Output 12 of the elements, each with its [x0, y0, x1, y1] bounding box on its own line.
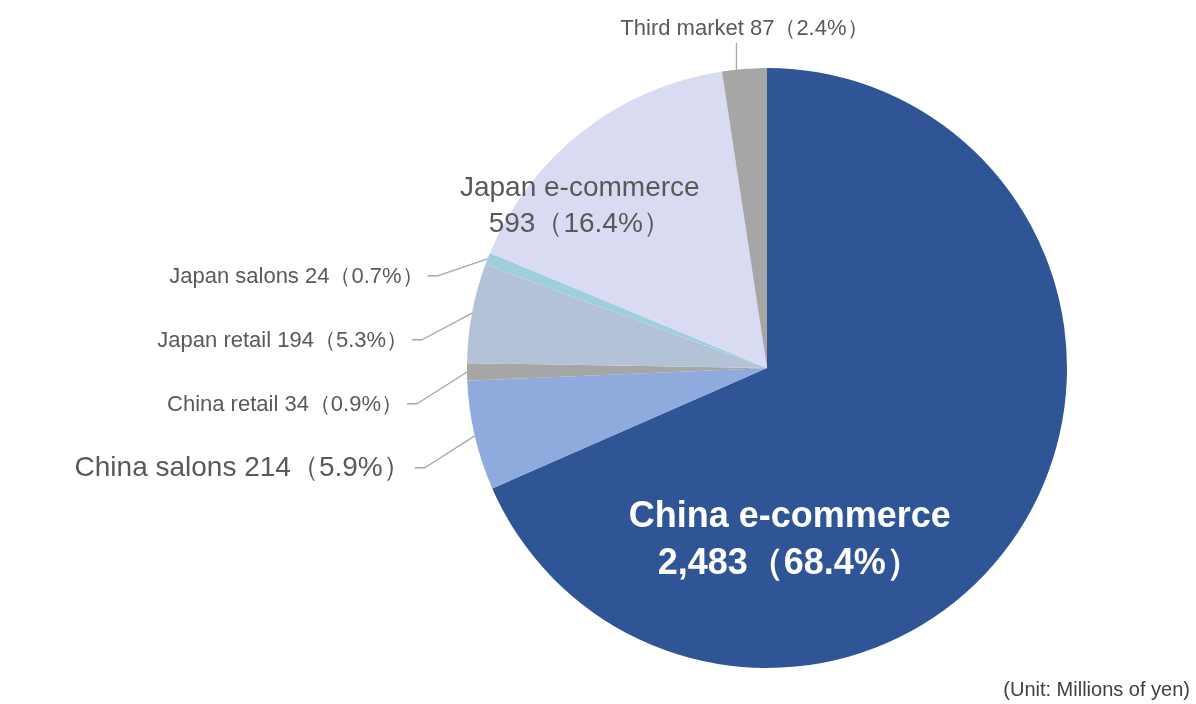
slice-label: China salons 214（5.9%）	[74, 450, 411, 482]
text: (Unit: Millions of yen)	[1003, 678, 1190, 700]
slice-label: Third market 87（2.4%）	[620, 15, 869, 40]
slice-label: Japan e-commerce	[459, 170, 700, 202]
slice-label: China e-commerce	[628, 494, 951, 536]
slice-label: Japan retail 194（5.3%）	[157, 326, 409, 352]
slice-label: Japan salons 24（0.7%）	[169, 262, 424, 288]
data-label: 593（16.4%）	[488, 207, 671, 239]
data-label: 2,483（68.4%）	[657, 541, 922, 583]
slice-label: China retail 34（0.9%）	[167, 390, 404, 416]
pie-slice	[467, 264, 767, 368]
pie-slice	[467, 368, 767, 489]
